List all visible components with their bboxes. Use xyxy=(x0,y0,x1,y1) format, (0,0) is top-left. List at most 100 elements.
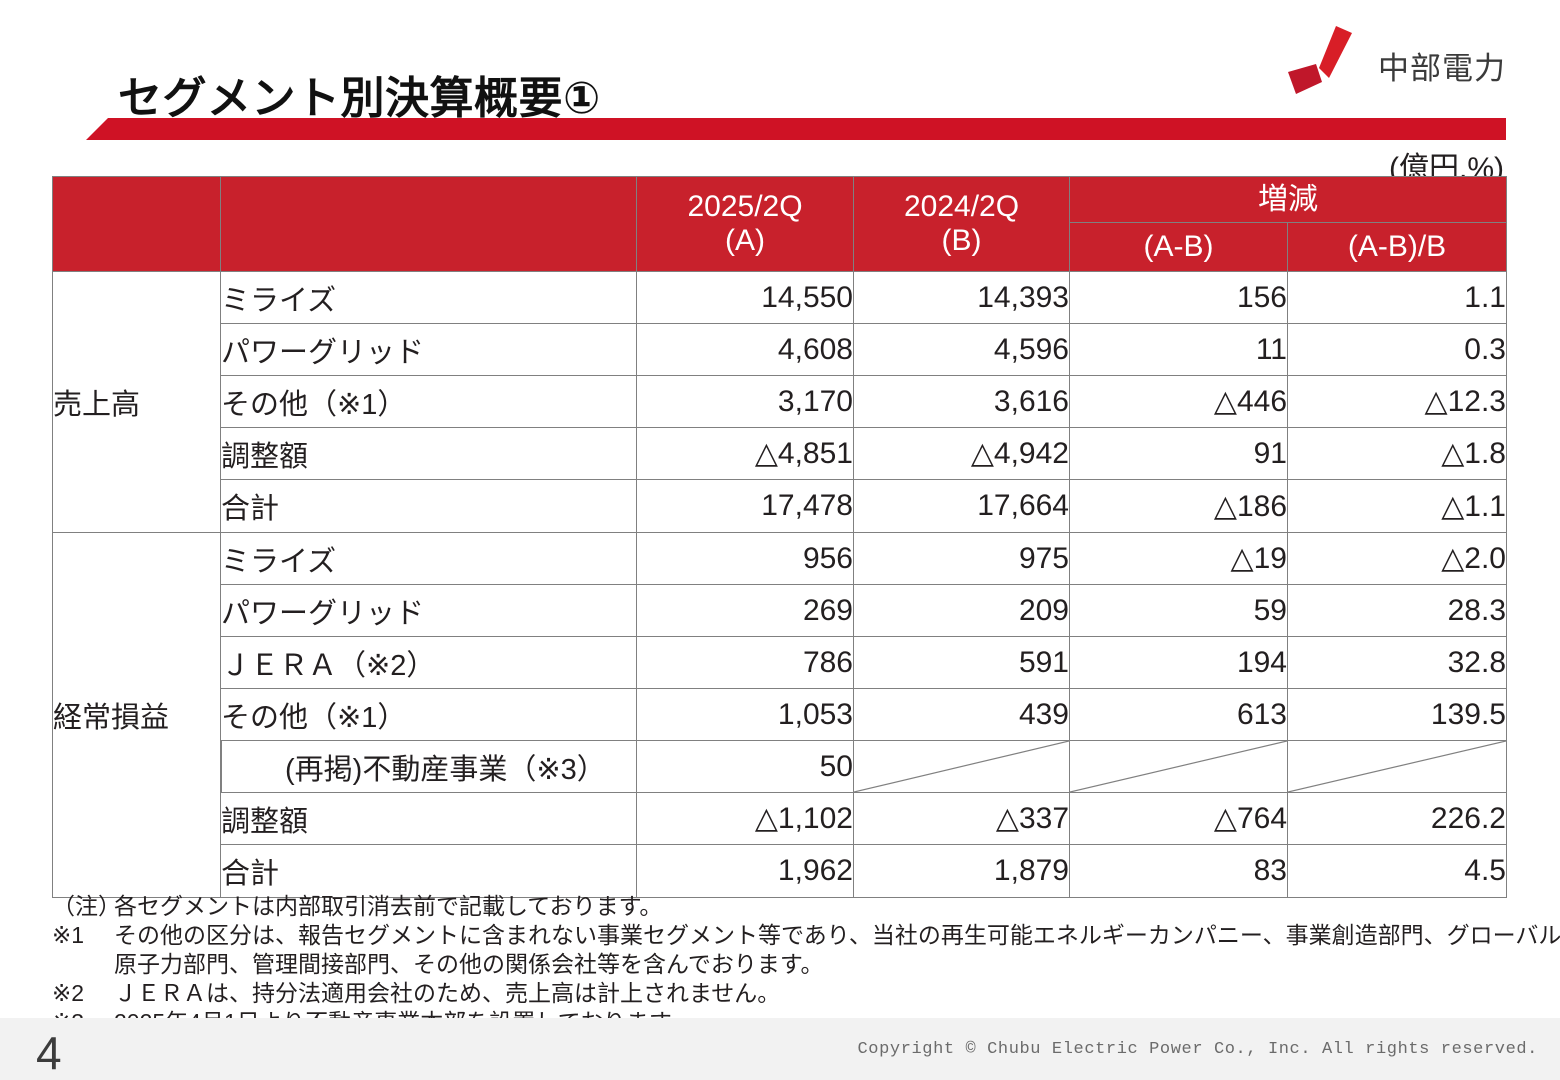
footnote-text-continued: 原子力部門、管理間接部門、その他の関係会社等を含んでおります。 xyxy=(114,950,824,977)
cell-value-b: 4,596 xyxy=(853,323,1070,376)
cell-value-a: 4,608 xyxy=(636,323,854,376)
cell-value-b: △4,942 xyxy=(853,427,1070,480)
cell-value-abb: 32.8 xyxy=(1287,636,1507,689)
table-row: その他（※1） 1,053 439 613 139.5 xyxy=(53,688,1507,741)
table-row: その他（※1） 3,170 3,616 △446 △12.3 xyxy=(53,375,1507,428)
footnotes: （注） 各セグメントは内部取引消去前で記載しております。 ※1 その他の区分は、報告セ… xyxy=(52,892,1560,1037)
table-row: 合計 17,478 17,664 △186 △1.1 xyxy=(53,479,1507,533)
cell-value-a: 50 xyxy=(636,740,854,793)
cell-value-abb: △2.0 xyxy=(1287,532,1507,585)
company-logo: 中部電力 xyxy=(1280,22,1506,108)
cell-value-ab: 613 xyxy=(1069,688,1288,741)
table-header: 2025/2Q (A) 2024/2Q (B) 増減 (A-B) (A-B)/B xyxy=(52,176,1507,272)
footnote-text: 各セグメントは内部取引消去前で記載しております。 xyxy=(114,893,663,919)
header-period-a-line2: (A) xyxy=(725,224,765,257)
header-period-a: 2025/2Q (A) xyxy=(636,176,854,272)
cell-value-ab: 156 xyxy=(1069,271,1288,324)
footnote-row: ※1 その他の区分は、報告セグメントに含まれない事業セグメント等であり、当社の再生… xyxy=(52,921,1560,950)
chubu-electric-mark-icon xyxy=(1280,24,1372,106)
row-item-label: パワーグリッド xyxy=(220,323,637,376)
cell-value-ab: △186 xyxy=(1069,479,1288,533)
cell-value-a: △1,102 xyxy=(636,792,854,845)
cell-value-ab: △19 xyxy=(1069,532,1288,585)
row-item-label: ミライズ xyxy=(220,532,637,585)
header-row-2: (A-B) (A-B)/B xyxy=(53,222,1507,272)
cell-value-a: 1,053 xyxy=(636,688,854,741)
cell-value-a: 1,962 xyxy=(636,844,854,898)
cell-value-abb: △12.3 xyxy=(1287,375,1507,428)
table-row: 調整額 △1,102 △337 △764 226.2 xyxy=(53,792,1507,845)
cell-value-ab: △446 xyxy=(1069,375,1288,428)
cell-value-abb: △1.8 xyxy=(1287,427,1507,480)
header-period-b: 2024/2Q (B) xyxy=(853,176,1070,272)
header-change-abs: (A-B) xyxy=(1069,222,1288,272)
slide-header: セグメント別決算概要① 中部電力 xyxy=(0,0,1560,150)
cell-value-a: 3,170 xyxy=(636,375,854,428)
cell-value-a: 14,550 xyxy=(636,271,854,324)
cell-value-a: 17,478 xyxy=(636,479,854,533)
footnote-row: ※2 ＪＥＲＡは、持分法適用会社のため、売上高は計上されません。 xyxy=(52,979,1552,1008)
table-row: パワーグリッド 4,608 4,596 11 0.3 xyxy=(53,323,1507,376)
header-change-group: 増減 xyxy=(1069,176,1507,223)
table-row: パワーグリッド 269 209 59 28.3 xyxy=(53,584,1507,637)
cell-value-b: △337 xyxy=(853,792,1070,845)
title-rule xyxy=(86,118,1506,140)
row-item-label: (再掲)不動産事業（※3） xyxy=(220,740,637,793)
logo-wordmark: 中部電力 xyxy=(1378,50,1506,86)
cell-value-ab: 59 xyxy=(1069,584,1288,637)
segment-results-table: 2025/2Q (A) 2024/2Q (B) 増減 (A-B) (A-B)/B… xyxy=(52,176,1507,898)
header-row-1: 2025/2Q (A) 2024/2Q (B) 増減 xyxy=(52,176,1507,272)
footnote-row: （注） 各セグメントは内部取引消去前で記載しております。 xyxy=(52,892,1552,921)
cell-value-a: 956 xyxy=(636,532,854,585)
header-segment-blank xyxy=(52,176,221,272)
footnote-item: ※1 その他の区分は、報告セグメントに含まれない事業セグメント等であり、当社の再生… xyxy=(52,921,1560,979)
footnote-item: （注） 各セグメントは内部取引消去前で記載しております。 xyxy=(52,892,1552,921)
row-item-label: その他（※1） xyxy=(220,688,637,741)
cell-value-ab xyxy=(1069,740,1288,793)
table-body: 売上高 ミライズ 14,550 14,393 156 1.1 パワーグリッド 4,608 4,5… xyxy=(52,271,1507,898)
cell-value-abb: △1.1 xyxy=(1287,479,1507,533)
header-item-blank xyxy=(220,176,637,272)
copyright-text: Copyright © Chubu Electric Power Co., In… xyxy=(857,1040,1538,1059)
header-period-b-line1: 2024/2Q xyxy=(903,190,1020,224)
cell-value-ab: 83 xyxy=(1069,844,1288,898)
row-item-label: その他（※1） xyxy=(220,375,637,428)
cell-value-b: 591 xyxy=(853,636,1070,689)
header-period-b-line2: (B) xyxy=(941,224,982,257)
cell-value-abb xyxy=(1287,740,1507,793)
row-item-label: 調整額 xyxy=(220,792,637,845)
table-row: (再掲)不動産事業（※3） 50 xyxy=(53,740,1507,793)
cell-value-abb: 28.3 xyxy=(1287,584,1507,637)
footnote-label: ※2 xyxy=(52,979,85,1006)
table-row: 合計 1,962 1,879 83 4.5 xyxy=(53,844,1507,898)
row-item-label: ＪＥＲＡ（※2） xyxy=(220,636,637,689)
page-number: 4 xyxy=(36,1027,62,1079)
cell-value-b: 209 xyxy=(853,584,1070,637)
row-item-label: 調整額 xyxy=(220,427,637,480)
cell-value-ab: 11 xyxy=(1069,323,1288,376)
cell-value-ab: 194 xyxy=(1069,636,1288,689)
cell-value-ab: △764 xyxy=(1069,792,1288,845)
cell-value-abb: 4.5 xyxy=(1287,844,1507,898)
table-row: ＪＥＲＡ（※2） 786 591 194 32.8 xyxy=(53,636,1507,689)
footnote-label: ※1 xyxy=(52,921,85,948)
cell-value-a: 786 xyxy=(636,636,854,689)
cell-value-b: 14,393 xyxy=(853,271,1070,324)
cell-value-b: 975 xyxy=(853,532,1070,585)
footnote-label: （注） xyxy=(52,893,121,919)
cell-value-abb: 226.2 xyxy=(1287,792,1507,845)
cell-value-abb: 0.3 xyxy=(1287,323,1507,376)
cell-value-a: △4,851 xyxy=(636,427,854,480)
table-row: 売上高 ミライズ 14,550 14,393 156 1.1 xyxy=(52,271,1507,533)
row-item-label: 合計 xyxy=(220,479,637,533)
cell-value-abb: 139.5 xyxy=(1287,688,1507,741)
page-title: セグメント別決算概要① xyxy=(118,74,601,123)
cell-value-ab: 91 xyxy=(1069,427,1288,480)
footnote-text: その他の区分は、報告セグメントに含まれない事業セグメント等であり、当社の再生可能… xyxy=(114,921,1560,948)
row-item-label: ミライズ xyxy=(220,271,637,324)
footnote-text: ＪＥＲＡは、持分法適用会社のため、売上高は計上されません。 xyxy=(114,979,781,1006)
cell-value-b: 439 xyxy=(853,688,1070,741)
header-change-pct: (A-B)/B xyxy=(1287,222,1507,272)
cell-value-b xyxy=(853,740,1070,793)
cell-value-b: 3,616 xyxy=(853,375,1070,428)
